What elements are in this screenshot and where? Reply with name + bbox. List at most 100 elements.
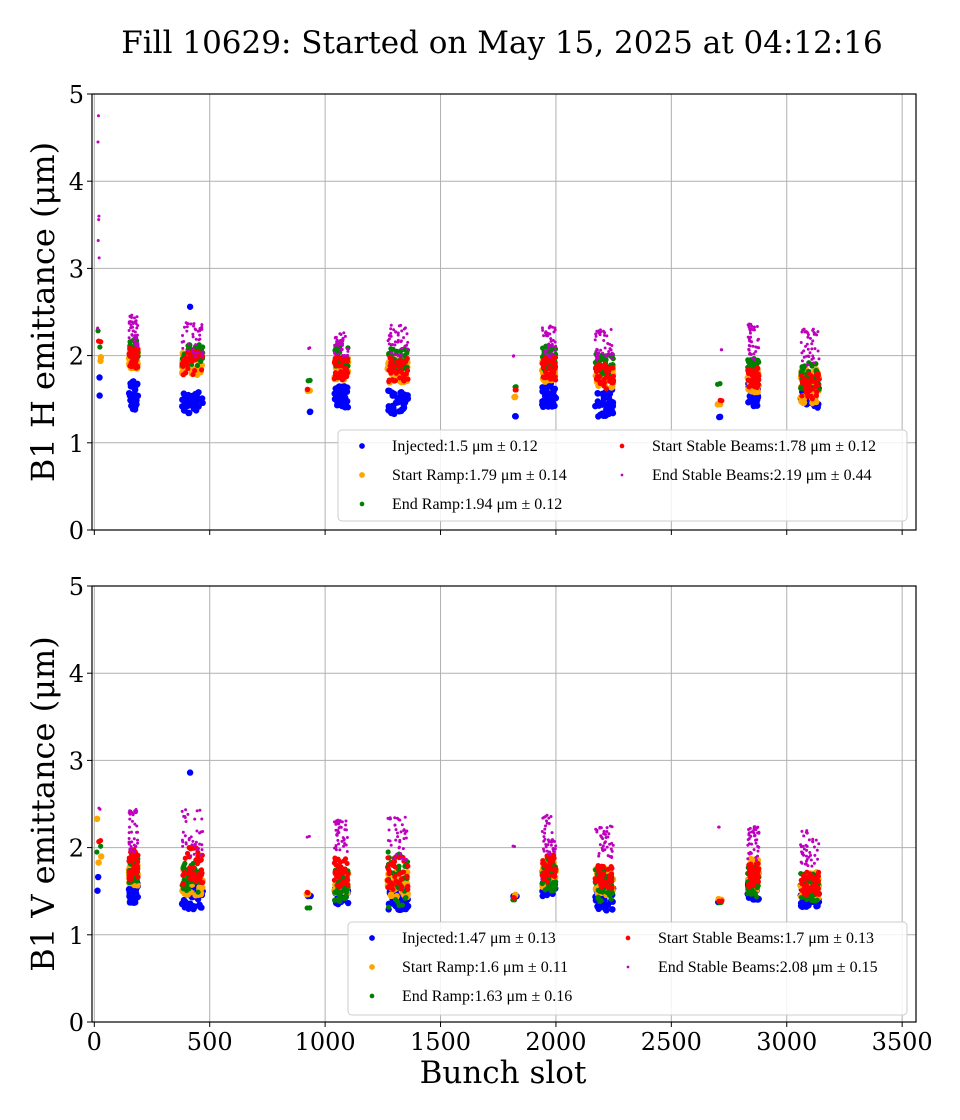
data-point <box>394 330 398 334</box>
y-tick-label: 3 <box>69 255 84 283</box>
data-point <box>610 351 614 355</box>
data-point <box>133 850 137 854</box>
data-point <box>602 333 606 337</box>
data-point <box>752 372 758 378</box>
data-point <box>541 328 545 332</box>
data-point <box>748 331 752 335</box>
data-point <box>95 338 102 344</box>
data-point <box>389 334 393 338</box>
data-point <box>595 895 601 901</box>
data-point <box>603 386 609 392</box>
data-point <box>804 854 808 858</box>
data-point <box>184 808 188 812</box>
data-point <box>608 342 612 346</box>
data-point <box>550 342 554 346</box>
data-point <box>306 408 314 416</box>
data-point <box>395 831 399 835</box>
data-point <box>194 337 198 341</box>
data-point <box>800 829 804 833</box>
data-point <box>195 809 199 813</box>
data-point <box>200 323 204 327</box>
data-point <box>128 314 132 318</box>
data-point <box>549 369 556 375</box>
data-point <box>817 842 821 846</box>
data-point <box>750 340 754 344</box>
data-point <box>815 869 822 875</box>
legend-label: End Stable Beams:2.19 μm ± 0.44 <box>652 467 872 484</box>
vertical-emittance-panel: 0 1 2 3 4 5 0 500 1000 1500 2000 2500 3000 3500 B1 V e… <box>24 573 933 1056</box>
data-point <box>756 337 760 341</box>
data-point <box>593 365 599 371</box>
data-point <box>755 345 759 349</box>
data-point <box>798 372 804 379</box>
data-point <box>345 850 349 854</box>
data-point <box>131 397 139 405</box>
y-tick-label: 0 <box>69 517 84 545</box>
data-point <box>813 383 820 389</box>
data-point <box>511 413 519 420</box>
data-point <box>192 852 196 856</box>
data-point <box>754 350 758 354</box>
legend-marker <box>359 472 365 478</box>
data-point <box>608 842 612 846</box>
data-point <box>129 849 133 853</box>
data-point <box>180 838 184 842</box>
data-point <box>748 850 752 854</box>
data-point <box>809 853 813 857</box>
data-point <box>815 333 819 337</box>
legend-label: End Stable Beams:2.08 μm ± 0.15 <box>658 959 878 976</box>
data-point <box>386 839 390 843</box>
data-point <box>189 854 193 858</box>
data-point <box>335 833 339 837</box>
data-point <box>198 879 205 885</box>
data-point <box>542 887 548 893</box>
x-tick-label: 0 <box>87 1028 102 1056</box>
data-point <box>127 391 134 398</box>
data-point <box>97 344 103 350</box>
data-point <box>136 341 140 345</box>
data-point <box>194 371 201 378</box>
data-point <box>594 390 602 397</box>
data-point <box>800 359 804 363</box>
data-point <box>135 859 141 865</box>
data-point <box>185 329 189 333</box>
data-point <box>610 365 616 371</box>
data-point <box>808 373 815 379</box>
data-point <box>342 856 349 862</box>
data-point <box>812 361 816 365</box>
y-tick-label: 5 <box>69 573 84 601</box>
data-point <box>747 833 751 837</box>
data-point <box>543 831 547 835</box>
data-point <box>751 829 755 833</box>
data-point <box>550 352 554 356</box>
data-point <box>333 402 341 409</box>
data-point <box>546 843 550 847</box>
data-point <box>385 866 392 872</box>
data-point <box>97 218 101 222</box>
data-point <box>344 819 348 823</box>
data-point <box>130 333 134 337</box>
data-point <box>94 873 102 881</box>
data-point <box>810 342 814 346</box>
data-point <box>543 351 547 355</box>
data-point <box>552 365 558 372</box>
data-point <box>609 885 615 891</box>
data-point <box>553 328 557 332</box>
legend-label: Start Stable Beams:1.78 μm ± 0.12 <box>652 438 876 455</box>
data-point <box>398 840 402 844</box>
data-point <box>754 894 760 900</box>
data-point <box>341 836 345 840</box>
data-point <box>400 329 404 333</box>
data-point <box>190 371 196 378</box>
data-point <box>197 338 201 342</box>
data-point <box>129 326 133 330</box>
data-point <box>134 319 138 323</box>
data-point <box>806 347 810 351</box>
data-point <box>331 877 338 883</box>
data-point <box>336 396 344 403</box>
data-point <box>129 809 133 813</box>
data-point <box>813 392 820 399</box>
data-point <box>717 825 721 829</box>
data-point <box>338 825 342 829</box>
data-point <box>185 322 189 326</box>
